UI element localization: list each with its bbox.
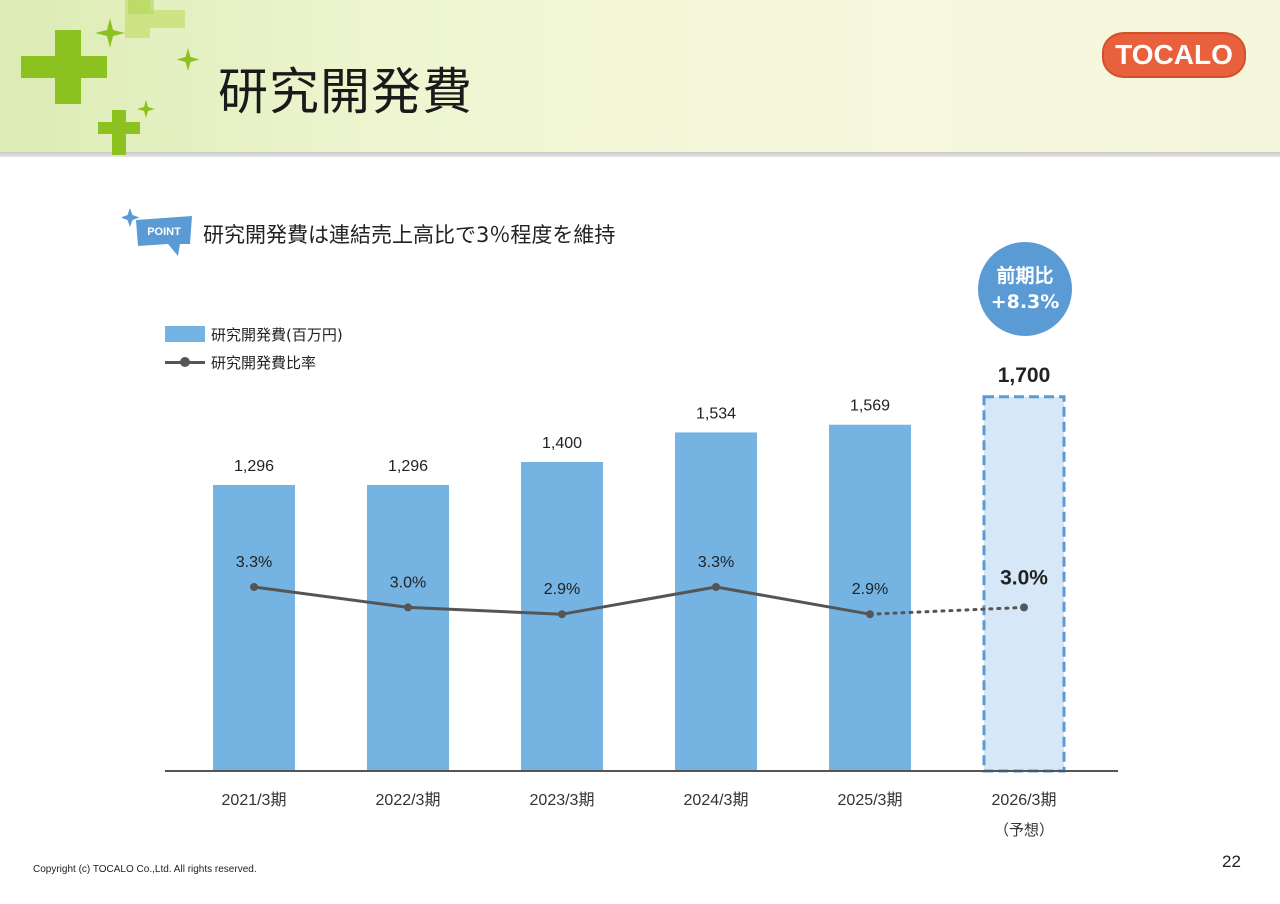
line-point [712, 583, 720, 591]
point-text: 研究開発費は連結売上高比で3％程度を維持 [203, 223, 616, 247]
legend-item-bar: 研究開発費(百万円) [165, 320, 343, 348]
line-segment [715, 585, 871, 616]
bar-data-label: 1,569 [850, 398, 890, 415]
header-band [0, 0, 1280, 155]
point-badge-icon: POINT [122, 208, 192, 256]
bar-data-label: 1,296 [234, 458, 274, 475]
line-point [404, 603, 412, 612]
copyright-footer: Copyright (c) TOCALO Co.,Ltd. All rights… [33, 864, 257, 875]
line-point [558, 610, 566, 619]
chart-legend: 研究開発費(百万円) 研究開発費比率 [165, 320, 343, 376]
bar [213, 484, 295, 771]
x-tick-label: 2022/3期 [376, 791, 441, 809]
header-divider [0, 152, 1280, 157]
line-point [866, 610, 874, 619]
line-data-label: 2.9% [852, 581, 888, 598]
forecast-line-segment [868, 605, 1026, 616]
line-segment [561, 585, 717, 616]
yoy-badge: 前期比 +8.3% [978, 242, 1072, 336]
line-segment [253, 585, 409, 609]
bar-data-label: 1,296 [388, 458, 428, 475]
point-badge-label: POINT [147, 226, 181, 238]
legend-bar-swatch [165, 326, 205, 342]
line-data-label: 3.3% [698, 554, 734, 571]
yoy-badge-label: 前期比 [996, 265, 1054, 287]
page-number: 22 [1222, 852, 1241, 871]
sparkle-decoration-icon [21, 0, 200, 155]
bar [675, 432, 757, 771]
legend-line-label: 研究開発費比率 [211, 353, 317, 372]
line-data-label: 3.0% [390, 574, 426, 591]
line-data-label: 2.9% [544, 581, 580, 598]
yoy-badge-value: +8.3% [990, 291, 1060, 313]
bar-data-label: 1,400 [542, 435, 582, 452]
x-tick-label: 2023/3期 [530, 791, 595, 809]
company-logo: TOCALO [1102, 32, 1246, 78]
line-point [250, 583, 258, 591]
forecast-bar [982, 395, 1066, 773]
bar [829, 424, 911, 771]
legend-item-line: 研究開発費比率 [165, 348, 343, 376]
bar [367, 484, 449, 771]
bar-data-label: 1,700 [998, 364, 1051, 387]
line-data-label: 3.0% [1000, 566, 1048, 589]
x-tick-label: 2021/3期 [222, 791, 287, 809]
x-tick-label: 2026/3期 [992, 791, 1057, 809]
bar-data-label: 1,534 [696, 405, 736, 422]
x-tick-label: 2025/3期 [838, 791, 903, 809]
legend-line-swatch [165, 355, 205, 369]
legend-bar-label: 研究開発費(百万円) [211, 325, 343, 344]
x-tick-note: （予想） [994, 821, 1054, 839]
line-data-label: 3.3% [236, 554, 272, 571]
page-title: 研究開発費 [218, 63, 473, 121]
line-point [1020, 603, 1028, 612]
x-tick-label: 2024/3期 [684, 791, 749, 809]
line-segment [407, 605, 563, 616]
